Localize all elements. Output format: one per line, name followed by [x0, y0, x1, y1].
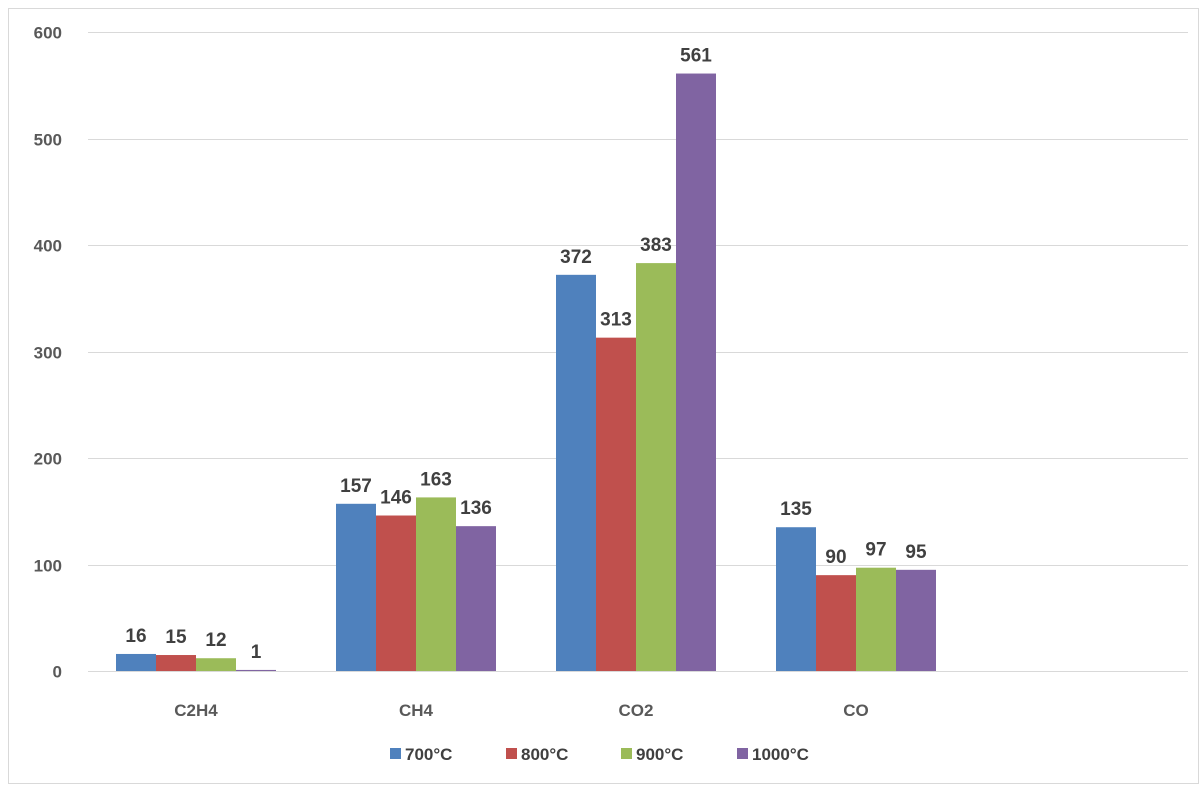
- bar: [896, 569, 936, 671]
- data-label: 135: [780, 499, 812, 520]
- x-category-label: C2H4: [174, 701, 218, 720]
- y-axis-ticks: 0 100 200 300 400 500 600: [34, 24, 62, 682]
- y-tick-label: 100: [34, 557, 62, 576]
- y-tick-label: 0: [53, 663, 62, 682]
- x-axis-categories: C2H4 CH4 CO2 CO: [174, 701, 868, 720]
- bar: [596, 337, 636, 671]
- data-label: 372: [560, 247, 592, 268]
- legend-swatch: [621, 748, 632, 759]
- bar: [196, 658, 236, 671]
- data-label: 12: [205, 630, 226, 651]
- data-label: 163: [420, 469, 452, 490]
- x-category-label: CO2: [619, 701, 654, 720]
- bar: [236, 669, 276, 671]
- data-label: 157: [340, 476, 372, 497]
- legend-label: 900°C: [636, 745, 683, 764]
- data-label: 16: [125, 626, 146, 647]
- legend-swatch: [390, 748, 401, 759]
- legend-swatch: [506, 748, 517, 759]
- data-label: 90: [825, 547, 846, 568]
- y-tick-label: 600: [34, 24, 62, 43]
- data-label: 313: [600, 310, 632, 331]
- data-label: 561: [680, 46, 712, 67]
- bar: [636, 263, 676, 671]
- legend-label: 800°C: [521, 745, 568, 764]
- data-label: 1: [251, 642, 262, 663]
- data-label: 95: [905, 542, 927, 563]
- bar: [156, 655, 196, 671]
- data-label: 15: [165, 627, 187, 648]
- data-label: 383: [640, 235, 672, 256]
- legend-label: 700°C: [405, 745, 452, 764]
- bar: [856, 567, 896, 671]
- bar: [776, 527, 816, 671]
- bar: [456, 526, 496, 671]
- x-category-label: CO: [843, 701, 869, 720]
- legend-swatch: [737, 748, 748, 759]
- bar: [556, 274, 596, 671]
- bar: [676, 73, 716, 671]
- data-label: 97: [865, 540, 886, 561]
- legend: 700°C 800°C 900°C 1000°C: [390, 745, 809, 764]
- bar: [116, 653, 156, 671]
- bar: [336, 503, 376, 671]
- bar: [816, 575, 856, 671]
- gridlines: [88, 32, 1188, 672]
- data-label: 146: [380, 488, 412, 509]
- legend-label: 1000°C: [752, 745, 809, 764]
- y-tick-label: 300: [34, 344, 62, 363]
- y-tick-label: 500: [34, 131, 62, 150]
- x-category-label: CH4: [399, 701, 434, 720]
- bar: [416, 497, 456, 671]
- bar: [376, 515, 416, 671]
- data-label: 136: [460, 498, 492, 519]
- bars: [116, 73, 936, 671]
- y-tick-label: 200: [34, 450, 62, 469]
- y-tick-label: 400: [34, 237, 62, 256]
- data-labels: 16 15 12 1 157 146 163 136 372 313 383 561 135 90 97 95: [125, 46, 927, 663]
